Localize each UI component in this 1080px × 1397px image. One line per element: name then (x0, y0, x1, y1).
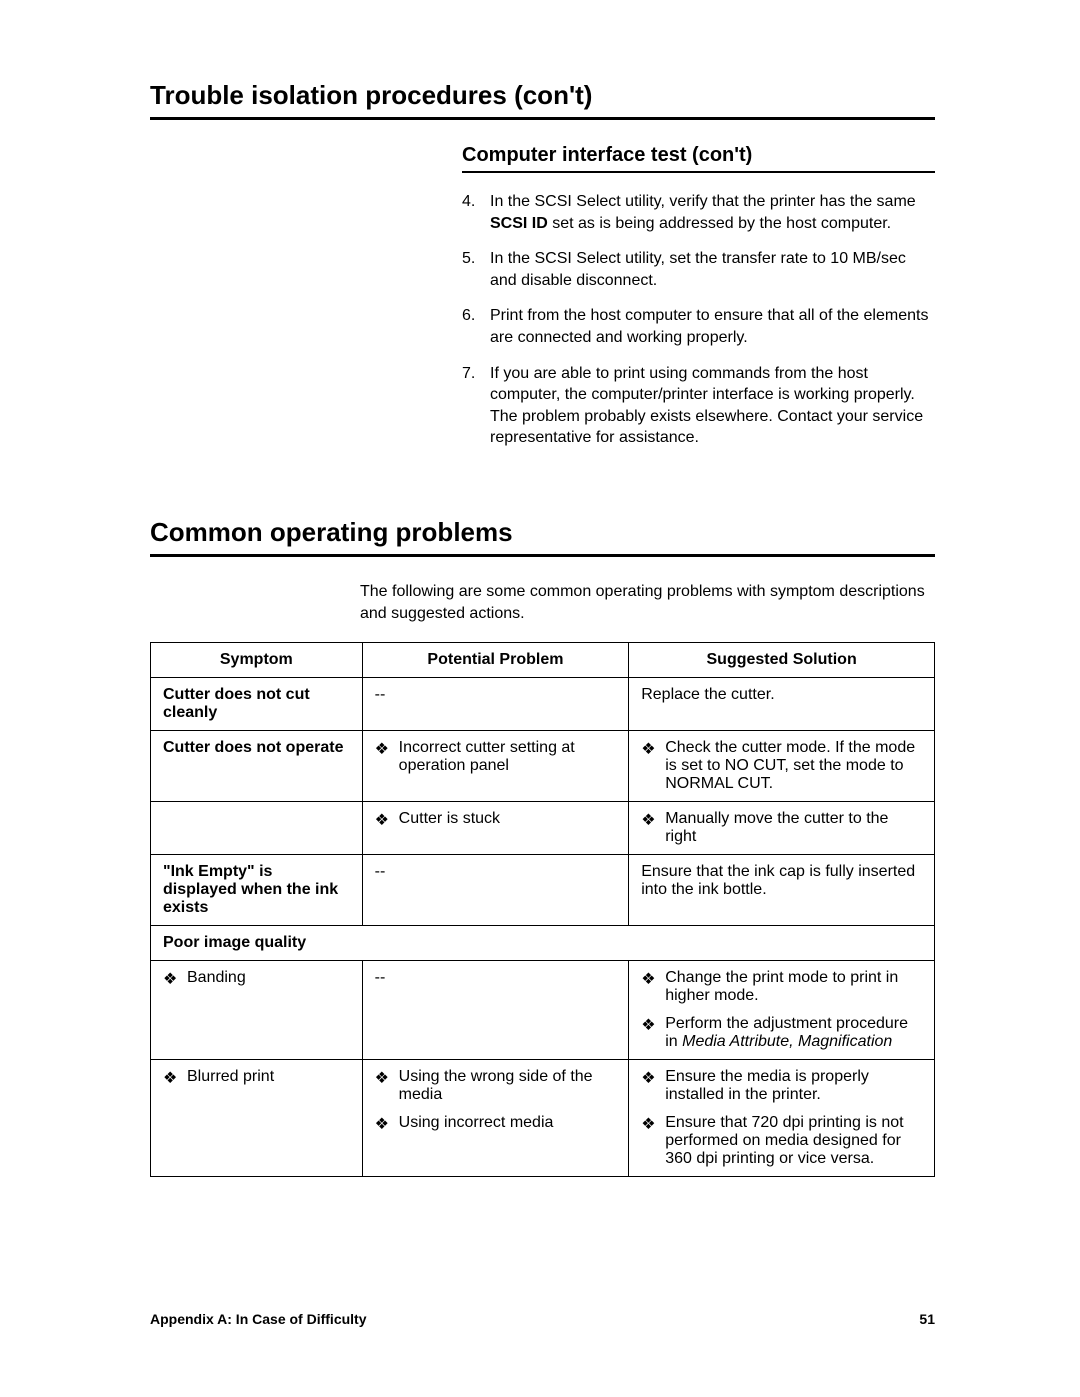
bullet-text: Incorrect cutter setting at operation pa… (399, 739, 617, 775)
symptom-cell: Cutter does not cut cleanly (151, 678, 363, 731)
subsection-heading-computer-interface: Computer interface test (con't) (462, 144, 935, 173)
step-text: Print from the host computer to ensure t… (490, 305, 935, 348)
section-heading-trouble-isolation: Trouble isolation procedures (con't) (150, 80, 935, 120)
problem-cell: ❖Incorrect cutter setting at operation p… (362, 731, 629, 802)
solution-cell: ❖Ensure the media is properly installed … (629, 1060, 935, 1177)
bullet-icon: ❖ (641, 810, 665, 846)
table-header-problem: Potential Problem (362, 643, 629, 678)
problem-cell: ❖Using the wrong side of the media ❖Usin… (362, 1060, 629, 1177)
bullet-text: Using the wrong side of the media (399, 1068, 617, 1104)
table-header-row: Symptom Potential Problem Suggested Solu… (151, 643, 935, 678)
bullet-text: Blurred print (187, 1068, 350, 1088)
page-footer: Appendix A: In Case of Difficulty 51 (150, 1311, 935, 1327)
bullet-icon: ❖ (641, 1068, 665, 1104)
table-row: Cutter does not operate ❖Incorrect cutte… (151, 731, 935, 802)
bullet-text: Change the print mode to print in higher… (665, 969, 922, 1005)
solution-cell: ❖Manually move the cutter to the right (629, 802, 935, 855)
bullet-icon: ❖ (641, 969, 665, 1005)
bullet-text: Using incorrect media (399, 1114, 617, 1134)
table-header-solution: Suggested Solution (629, 643, 935, 678)
step-item: 4. In the SCSI Select utility, verify th… (462, 191, 935, 234)
step-item: 6. Print from the host computer to ensur… (462, 305, 935, 348)
table-row: ❖Banding -- ❖Change the print mode to pr… (151, 961, 935, 1060)
table-row: Cutter does not cut cleanly -- Replace t… (151, 678, 935, 731)
solution-cell: ❖Change the print mode to print in highe… (629, 961, 935, 1060)
footer-appendix-label: Appendix A: In Case of Difficulty (150, 1311, 367, 1327)
subsection-block: Computer interface test (con't) 4. In th… (462, 144, 935, 449)
numbered-steps-list: 4. In the SCSI Select utility, verify th… (462, 191, 935, 449)
section-heading-common-problems: Common operating problems (150, 517, 935, 557)
bullet-icon: ❖ (641, 1114, 665, 1168)
symptom-cell: Cutter does not operate (151, 731, 363, 802)
bullet-icon: ❖ (375, 1114, 399, 1134)
bullet-icon: ❖ (375, 810, 399, 830)
step-number: 4. (462, 191, 490, 234)
table-row: ❖Blurred print ❖Using the wrong side of … (151, 1060, 935, 1177)
step-number: 7. (462, 363, 490, 449)
step-number: 5. (462, 248, 490, 291)
table-row: ❖Cutter is stuck ❖Manually move the cutt… (151, 802, 935, 855)
section-intro-text: The following are some common operating … (360, 581, 935, 624)
bullet-text: Ensure that 720 dpi printing is not perf… (665, 1114, 922, 1168)
bullet-text: Banding (187, 969, 350, 989)
step-number: 6. (462, 305, 490, 348)
symptom-cell (151, 802, 363, 855)
problems-table: Symptom Potential Problem Suggested Solu… (150, 642, 935, 1177)
step-text: In the SCSI Select utility, set the tran… (490, 248, 935, 291)
bullet-icon: ❖ (375, 1068, 399, 1104)
step-text: In the SCSI Select utility, verify that … (490, 191, 935, 234)
subheading-cell: Poor image quality (151, 926, 935, 961)
table-row: Poor image quality (151, 926, 935, 961)
bullet-icon: ❖ (163, 969, 187, 989)
bullet-text: Check the cutter mode. If the mode is se… (665, 739, 922, 793)
bullet-text: Manually move the cutter to the right (665, 810, 922, 846)
symptom-cell: "Ink Empty" is displayed when the ink ex… (151, 855, 363, 926)
solution-cell: ❖Check the cutter mode. If the mode is s… (629, 731, 935, 802)
bullet-icon: ❖ (163, 1068, 187, 1088)
problem-cell: -- (362, 678, 629, 731)
step-text: If you are able to print using commands … (490, 363, 935, 449)
problem-cell: -- (362, 961, 629, 1060)
step-item: 7. If you are able to print using comman… (462, 363, 935, 449)
solution-cell: Ensure that the ink cap is fully inserte… (629, 855, 935, 926)
bullet-icon: ❖ (375, 739, 399, 775)
symptom-cell: ❖Banding (151, 961, 363, 1060)
bullet-text: Ensure the media is properly installed i… (665, 1068, 922, 1104)
bullet-text: Cutter is stuck (399, 810, 617, 830)
problem-cell: ❖Cutter is stuck (362, 802, 629, 855)
step-item: 5. In the SCSI Select utility, set the t… (462, 248, 935, 291)
symptom-cell: ❖Blurred print (151, 1060, 363, 1177)
table-header-symptom: Symptom (151, 643, 363, 678)
problem-cell: -- (362, 855, 629, 926)
bullet-icon: ❖ (641, 739, 665, 793)
footer-page-number: 51 (919, 1311, 935, 1327)
bullet-icon: ❖ (641, 1015, 665, 1051)
bullet-text: Perform the adjustment procedure in Medi… (665, 1015, 922, 1051)
table-row: "Ink Empty" is displayed when the ink ex… (151, 855, 935, 926)
solution-cell: Replace the cutter. (629, 678, 935, 731)
